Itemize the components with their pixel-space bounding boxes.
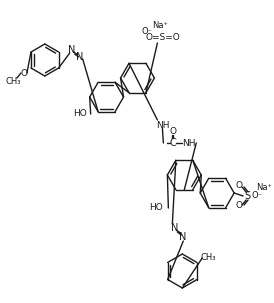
Text: O⁻: O⁻ <box>252 191 262 201</box>
Text: N: N <box>179 232 186 242</box>
Text: HO: HO <box>73 109 87 118</box>
Text: Na⁺: Na⁺ <box>152 21 169 29</box>
Text: CH₃: CH₃ <box>5 78 21 86</box>
Text: O⁻: O⁻ <box>142 28 153 36</box>
Text: C: C <box>170 138 177 148</box>
Text: O: O <box>170 128 177 136</box>
Text: N: N <box>68 45 75 55</box>
Text: HO: HO <box>150 204 163 212</box>
Text: CH₃: CH₃ <box>201 254 216 262</box>
Text: N: N <box>76 52 83 62</box>
Text: NH: NH <box>156 121 169 129</box>
Text: S: S <box>244 191 250 201</box>
Text: O: O <box>236 201 242 211</box>
Text: O: O <box>20 68 27 78</box>
Text: O: O <box>236 181 242 191</box>
Text: N: N <box>171 223 178 233</box>
Text: Na⁺: Na⁺ <box>256 184 272 192</box>
Text: O=S=O: O=S=O <box>145 32 180 42</box>
Text: NH: NH <box>182 138 196 148</box>
